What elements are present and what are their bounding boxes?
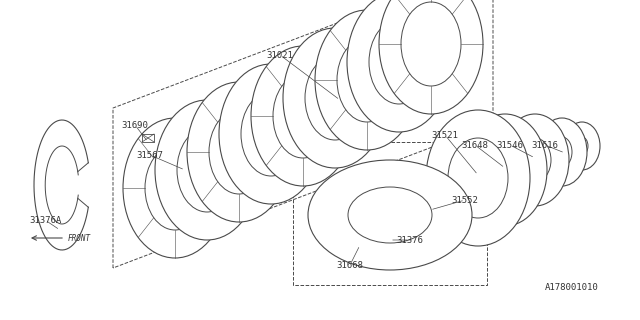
Text: 31546: 31546 [497,140,524,149]
Text: 31552: 31552 [452,196,479,204]
Ellipse shape [187,82,291,222]
Ellipse shape [315,10,419,150]
Text: 31376A: 31376A [29,215,61,225]
Text: 31668: 31668 [337,260,364,269]
Text: FRONT: FRONT [68,234,91,243]
Ellipse shape [379,0,483,114]
Text: 31021: 31021 [267,51,293,60]
Text: 31616: 31616 [532,140,559,149]
Ellipse shape [308,160,472,270]
Ellipse shape [251,46,355,186]
Ellipse shape [501,114,569,206]
Text: 31648: 31648 [461,140,488,149]
Ellipse shape [155,100,259,240]
Ellipse shape [463,114,547,226]
Ellipse shape [283,28,387,168]
Text: 31567: 31567 [136,150,163,159]
Ellipse shape [564,122,600,170]
Text: 31690: 31690 [122,121,148,130]
Text: A178001010: A178001010 [545,284,599,292]
Ellipse shape [123,118,227,258]
Text: 31376: 31376 [397,236,424,244]
Ellipse shape [347,0,451,132]
Ellipse shape [426,110,530,246]
Text: 31521: 31521 [431,131,458,140]
Ellipse shape [219,64,323,204]
Ellipse shape [537,118,587,186]
